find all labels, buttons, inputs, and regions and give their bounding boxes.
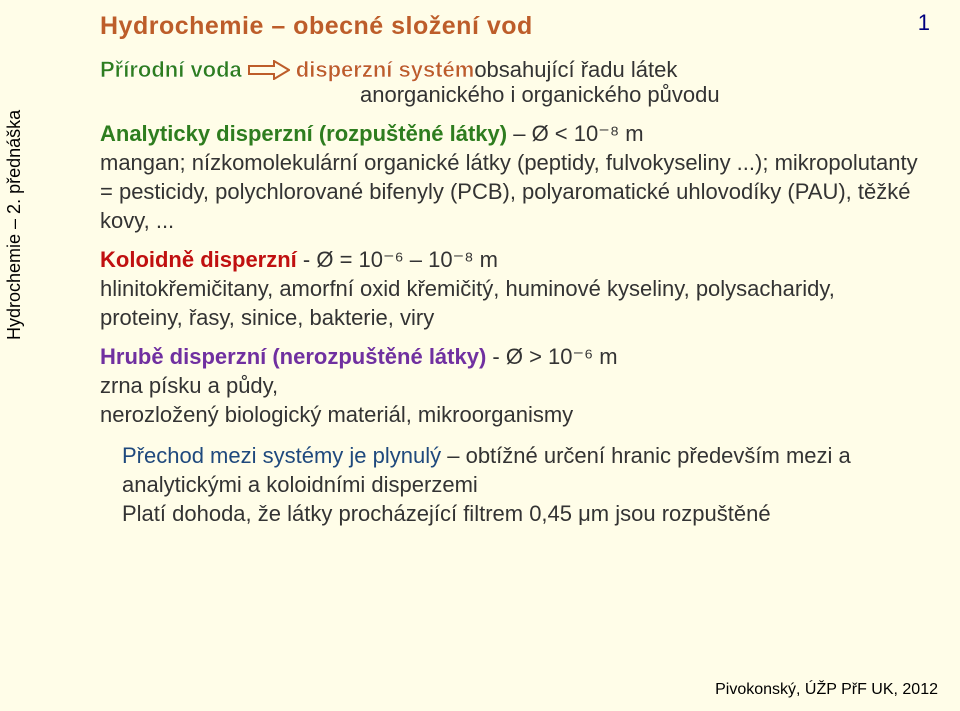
colloid-limit: - Ø = 10⁻⁶ – 10⁻⁸ m	[297, 247, 498, 272]
natural-water-label: Přírodní voda	[100, 55, 242, 84]
analytic-limit: – Ø < 10⁻⁸ m	[507, 121, 643, 146]
coarse-block: Hrubě disperzní (nerozpuštěné látky) - Ø…	[100, 342, 920, 429]
document-heading: Hydrochemie – obecné složení vod	[100, 12, 920, 41]
colloid-title: Koloidně disperzní	[100, 247, 297, 272]
main-content: Hydrochemie – obecné složení vod Přírodn…	[100, 12, 920, 538]
transition-blue: Přechod mezi systémy je plynulý	[122, 443, 441, 468]
coarse-title: Hrubě disperzní (nerozpuštěné látky)	[100, 344, 486, 369]
transition-filter-line: Platí dohoda, že látky procházející filt…	[122, 501, 771, 526]
arrow-icon	[248, 60, 290, 80]
colloid-block: Koloidně disperzní - Ø = 10⁻⁶ – 10⁻⁸ m h…	[100, 245, 920, 332]
footer-citation: Pivokonský, ÚŽP PřF UK, 2012	[715, 681, 938, 699]
analytic-block: Analyticky disperzní (rozpuštěné látky) …	[100, 119, 920, 235]
coarse-body-1: zrna písku a půdy,	[100, 373, 278, 398]
colloid-body: hlinitokřemičitany, amorfní oxid křemiči…	[100, 276, 835, 330]
coarse-limit: - Ø > 10⁻⁶ m	[486, 344, 617, 369]
transition-block: Přechod mezi systémy je plynulý – obtížn…	[100, 441, 920, 528]
intro-line-2: anorganického i organického původu	[100, 80, 920, 109]
coarse-body-2: nerozložený biologický materiál, mikroor…	[100, 402, 573, 427]
analytic-title: Analyticky disperzní (rozpuštěné látky)	[100, 121, 507, 146]
analytic-body: mangan; nízkomolekulární organické látky…	[100, 150, 918, 233]
sidebar-rotated-label: Hydrochemie – 2. přednáška	[4, 110, 25, 340]
